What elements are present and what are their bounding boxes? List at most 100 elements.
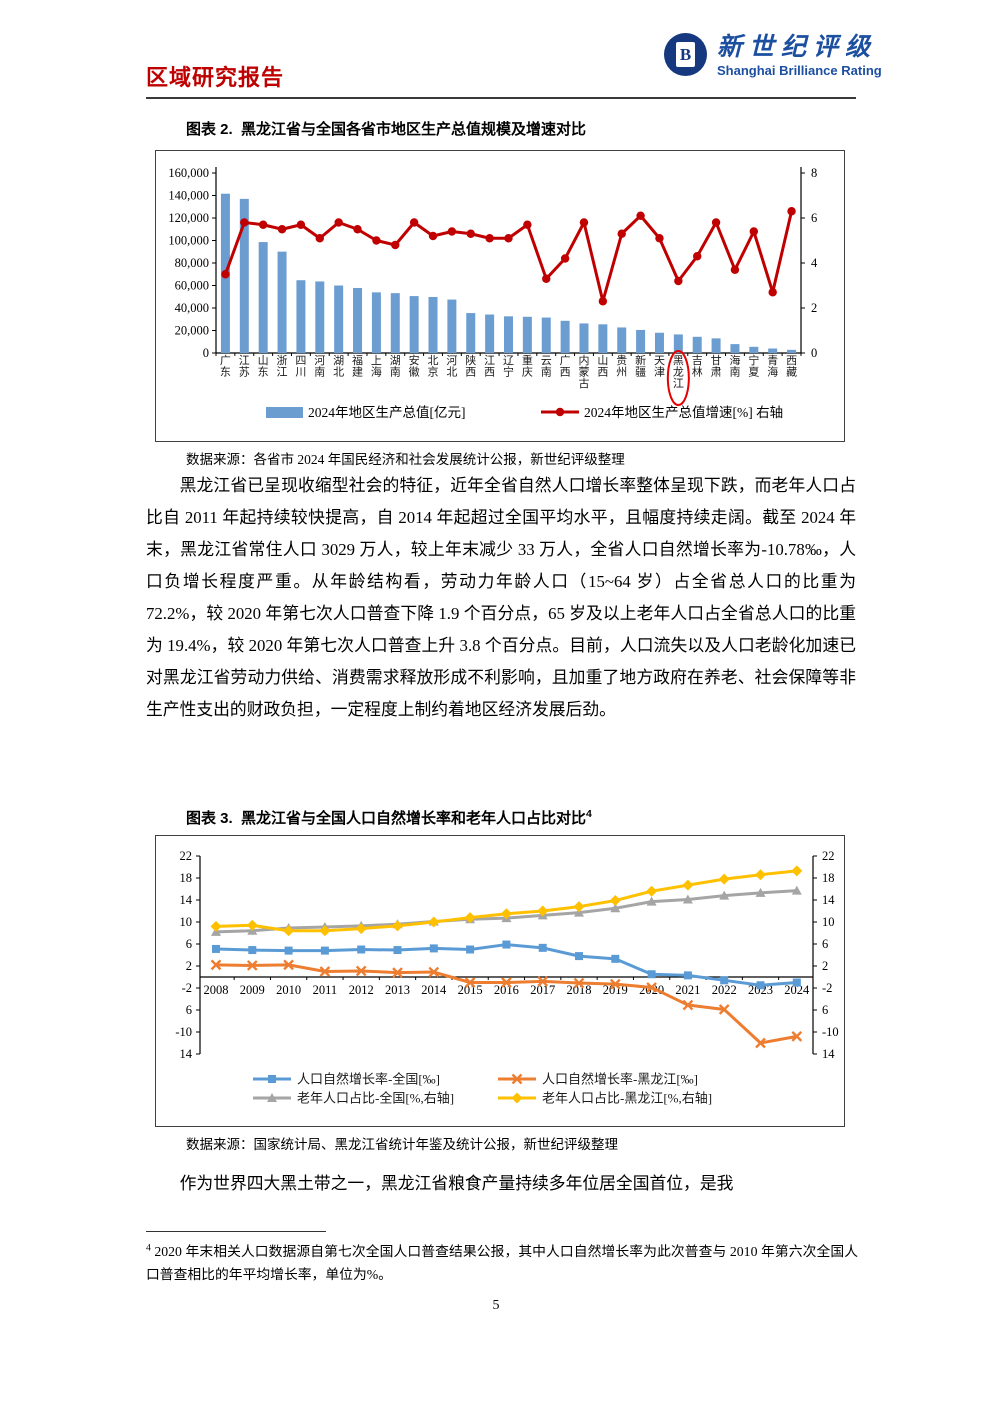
left-axis-tick: 6 xyxy=(186,1003,192,1017)
year-label: 2023 xyxy=(748,983,773,997)
square-marker xyxy=(683,971,692,980)
bar xyxy=(749,346,759,353)
right-axis-tick: 0 xyxy=(811,346,817,360)
circle-marker xyxy=(353,225,362,234)
year-label: 2020 xyxy=(639,983,664,997)
square-marker xyxy=(720,976,729,985)
diamond-marker xyxy=(210,920,222,932)
circle-marker xyxy=(409,218,419,227)
circle-marker xyxy=(579,218,589,227)
bar xyxy=(598,324,608,353)
footnote: 4 2020 年末相关人口数据源自第七次全国人口普查结果公报，其中人口自然增长率… xyxy=(146,1240,858,1286)
left-axis-tick: 0 xyxy=(203,346,209,360)
triangle-marker xyxy=(646,896,657,906)
triangle-marker xyxy=(755,887,766,897)
year-label: 2018 xyxy=(567,983,592,997)
body-paragraph-1: 黑龙江省已呈现收缩型社会的特征，近年全省自然人口增长率整体呈现下跌，而老年人口占… xyxy=(146,476,856,719)
triangle-marker xyxy=(610,903,621,913)
province-label: 天津 xyxy=(654,355,665,379)
bar xyxy=(787,349,797,353)
x-marker xyxy=(319,966,331,977)
x-marker xyxy=(501,977,512,988)
diamond-marker xyxy=(246,919,258,931)
circle-marker xyxy=(555,407,565,417)
diamond-marker xyxy=(511,1092,523,1104)
circle-marker xyxy=(466,229,475,238)
province-label: 浙江 xyxy=(277,354,288,379)
circle-marker xyxy=(730,265,740,274)
series-markers xyxy=(210,959,803,1049)
circle-marker xyxy=(768,288,777,297)
province-label: 宁夏 xyxy=(748,353,759,379)
square-marker xyxy=(393,946,402,955)
year-label: 2024 xyxy=(784,983,810,997)
x-marker xyxy=(392,967,403,978)
left-axis-tick: 18 xyxy=(180,871,193,885)
circle-marker xyxy=(221,270,230,279)
province-label: 江苏 xyxy=(239,354,250,379)
logo-icon: B xyxy=(664,33,707,76)
bar xyxy=(617,327,627,353)
legend-label: 老年人口占比-黑龙江[%,右轴] xyxy=(542,1091,712,1106)
bar xyxy=(654,332,664,353)
circle-marker xyxy=(617,229,626,238)
circle-marker xyxy=(560,254,570,263)
year-label: 2013 xyxy=(385,983,410,997)
province-label: 甘肃 xyxy=(711,354,722,379)
province-label: 陕西 xyxy=(465,353,476,379)
square-marker xyxy=(284,946,293,955)
province-label: 内蒙古 xyxy=(578,353,589,390)
circle-marker xyxy=(447,227,457,236)
bar xyxy=(541,317,551,353)
right-axis-tick: 2 xyxy=(822,959,828,973)
diamond-marker xyxy=(428,916,440,928)
right-axis-tick: 2 xyxy=(811,301,817,315)
square-marker xyxy=(538,943,547,952)
left-axis-tick: 20,000 xyxy=(175,324,209,338)
right-axis-tick: 14 xyxy=(822,893,835,907)
diamond-marker xyxy=(500,908,512,920)
province-label: 新疆 xyxy=(635,353,646,379)
series-markers xyxy=(212,940,801,990)
x-axis-labels: 广东江苏山东浙江四川河南湖北福建上海湖南安徽北京河北陕西江西辽宁重庆云南广西内蒙… xyxy=(220,353,797,390)
x-marker xyxy=(428,966,440,978)
square-marker xyxy=(320,946,329,955)
diamond-marker xyxy=(283,925,295,937)
square-marker xyxy=(268,1075,276,1083)
square-marker xyxy=(502,940,511,949)
bar xyxy=(428,296,438,353)
circle-marker xyxy=(334,218,343,227)
legend-label: 人口自然增长率-黑龙江[‰] xyxy=(542,1072,698,1087)
highlight-ellipse xyxy=(666,350,690,406)
year-label: 2019 xyxy=(603,983,628,997)
square-marker xyxy=(647,970,656,979)
right-axis-tick: 8 xyxy=(811,166,817,180)
square-marker xyxy=(611,954,620,963)
left-axis-tick: 120,000 xyxy=(168,211,209,225)
legend-label: 人口自然增长率-全国[‰] xyxy=(297,1072,440,1087)
bar xyxy=(673,334,683,353)
right-axis-tick: 10 xyxy=(822,915,835,929)
right-axis-tick: 18 xyxy=(822,871,835,885)
bar xyxy=(277,251,287,353)
left-axis-tick: 100,000 xyxy=(168,234,209,248)
diamond-marker xyxy=(609,895,621,907)
x-marker xyxy=(355,965,367,977)
circle-marker xyxy=(636,211,645,220)
diamond-marker xyxy=(718,873,730,885)
page-number: 5 xyxy=(492,1298,500,1313)
x-marker xyxy=(464,977,476,988)
x-marker xyxy=(755,1037,766,1049)
report-type-title: 区域研究报告 xyxy=(146,65,285,90)
province-label: 福建 xyxy=(352,353,363,379)
square-marker xyxy=(429,944,438,953)
figure2-chart: 0 20,000 40,000 60,000 80,000 100,000 120,000 1… xyxy=(155,150,845,442)
x-marker xyxy=(791,1031,803,1042)
bar xyxy=(560,320,570,353)
left-axis-tick: 22 xyxy=(180,849,193,863)
circle-marker xyxy=(693,252,702,261)
province-label: 海南 xyxy=(729,353,740,379)
company-logo: B 新世纪评级 Shanghai Brilliance Rating xyxy=(664,33,882,79)
right-axis-tick: -2 xyxy=(822,981,832,995)
province-label: 四川 xyxy=(295,355,306,379)
